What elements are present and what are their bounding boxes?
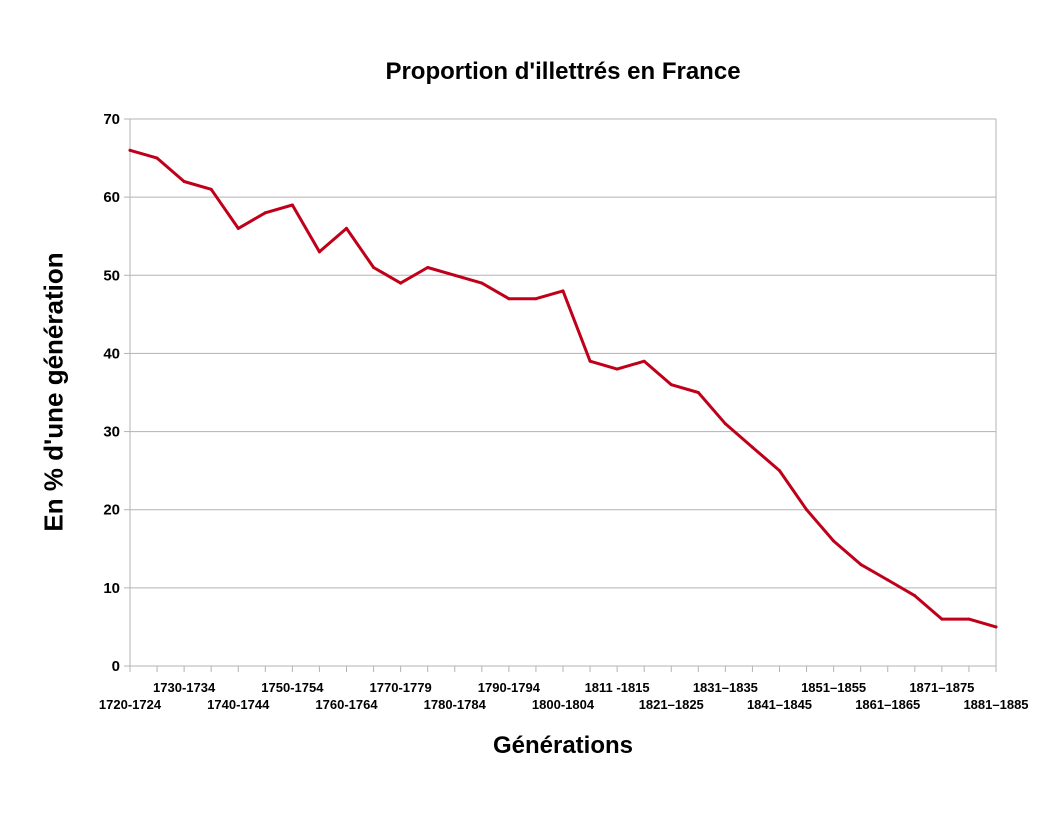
y-tick-label: 40 bbox=[103, 345, 120, 362]
data-point bbox=[507, 297, 511, 301]
data-point bbox=[561, 289, 565, 293]
data-point bbox=[832, 539, 836, 543]
x-tick-label: 1871–1875 bbox=[909, 680, 974, 695]
y-tick-label: 10 bbox=[103, 580, 120, 597]
data-point bbox=[128, 148, 132, 152]
x-tick-label: 1770-1779 bbox=[370, 680, 432, 695]
x-tick-label: 1750-1754 bbox=[261, 680, 324, 695]
x-tick-label: 1720-1724 bbox=[99, 697, 162, 712]
series-line bbox=[128, 148, 998, 629]
x-tick-label: 1861–1865 bbox=[855, 697, 920, 712]
data-point bbox=[669, 383, 673, 387]
data-point bbox=[778, 469, 781, 473]
y-tick-label: 0 bbox=[112, 658, 120, 675]
axes bbox=[124, 118, 997, 672]
y-tick-label: 20 bbox=[103, 502, 120, 519]
x-tick-labels: 1720-1724 1730-1734 1740-1744 1750-1754 1760… bbox=[99, 680, 1029, 712]
data-point bbox=[750, 445, 754, 449]
data-point bbox=[615, 367, 619, 371]
x-tick-label: 1740-1744 bbox=[207, 697, 270, 712]
data-point bbox=[967, 617, 971, 621]
data-point bbox=[696, 391, 700, 394]
data-point bbox=[859, 562, 863, 566]
data-point bbox=[940, 617, 944, 621]
x-tick-label: 1790-1794 bbox=[478, 680, 541, 695]
x-tick-label: 1800-1804 bbox=[532, 697, 595, 712]
x-tick-label: 1760-1764 bbox=[315, 697, 378, 712]
data-point bbox=[723, 422, 727, 426]
data-point bbox=[994, 625, 998, 629]
chart-title: Proportion d'illettrés en France bbox=[385, 58, 741, 85]
x-tick-label: 1831–1835 bbox=[693, 680, 758, 695]
data-point bbox=[290, 203, 294, 207]
data-point bbox=[399, 281, 403, 285]
x-tick-label: 1841–1845 bbox=[747, 697, 812, 712]
data-point bbox=[886, 578, 890, 582]
y-tick-labels: 0 10 20 30 40 50 60 70 bbox=[103, 111, 120, 675]
data-point bbox=[805, 508, 809, 512]
y-tick-label: 70 bbox=[103, 111, 120, 128]
x-tick-label: 1821–1825 bbox=[639, 697, 704, 712]
x-tick-label: 1811 -1815 bbox=[585, 680, 650, 695]
data-point bbox=[209, 187, 213, 191]
y-tick-label: 60 bbox=[103, 189, 120, 206]
data-point bbox=[236, 226, 240, 230]
series bbox=[128, 148, 998, 629]
gridlines bbox=[130, 118, 996, 667]
data-point bbox=[588, 359, 592, 363]
y-tick-label: 50 bbox=[103, 267, 120, 284]
data-point bbox=[426, 265, 430, 269]
data-point bbox=[155, 156, 159, 160]
data-point bbox=[345, 226, 348, 230]
x-tick-label: 1851–1855 bbox=[801, 680, 866, 695]
x-axis-title: Générations bbox=[492, 732, 634, 759]
data-point bbox=[453, 273, 457, 277]
data-point bbox=[480, 281, 484, 285]
y-tick-label: 30 bbox=[103, 424, 120, 441]
data-point bbox=[534, 297, 538, 301]
x-tick-label: 1780-1784 bbox=[424, 697, 487, 712]
data-point bbox=[372, 265, 376, 269]
data-point bbox=[317, 250, 321, 254]
data-point bbox=[642, 359, 646, 363]
x-tick-label: 1730-1734 bbox=[153, 680, 216, 695]
x-tick-label: 1881–1885 bbox=[963, 697, 1028, 712]
data-point bbox=[913, 594, 917, 598]
data-point bbox=[263, 211, 267, 215]
data-point bbox=[182, 180, 186, 184]
